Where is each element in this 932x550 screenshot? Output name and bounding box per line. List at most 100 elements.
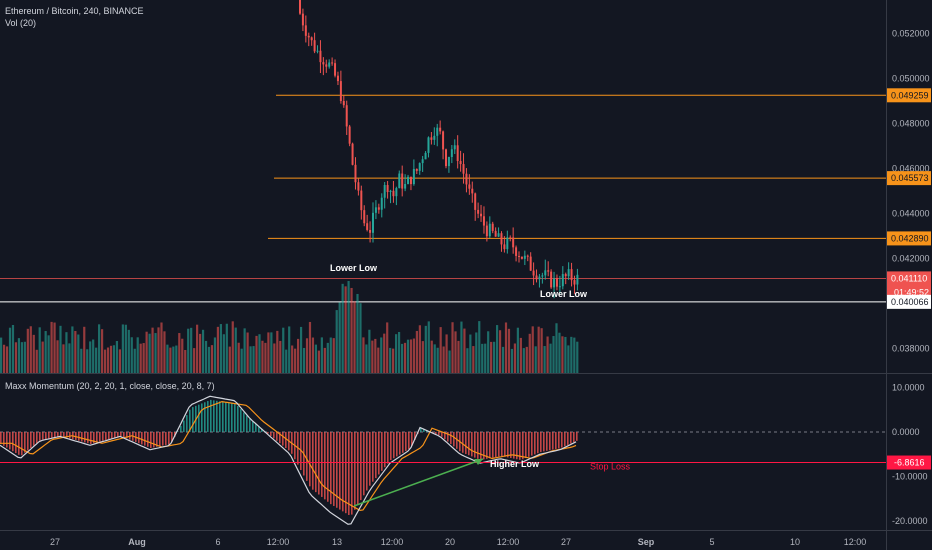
candle-body (439, 127, 442, 132)
volume-bar (86, 349, 89, 373)
volume-bar (163, 331, 166, 373)
volume-bar (549, 343, 552, 373)
momentum-bar (243, 412, 245, 432)
volume-bar (383, 333, 386, 373)
momentum-bar (402, 431, 404, 453)
volume-bar (68, 343, 71, 373)
momentum-bar (546, 431, 548, 451)
time-tick-label: Sep (638, 537, 655, 547)
candle-body (550, 271, 553, 288)
momentum-bar (159, 431, 161, 447)
momentum-bar (93, 431, 95, 444)
volume-bar (400, 343, 404, 373)
candle-body (363, 210, 366, 224)
momentum-bar (153, 431, 155, 448)
volume-bar (273, 343, 276, 373)
candle-body (380, 197, 383, 210)
volume-bar (124, 324, 127, 373)
momentum-bar (384, 431, 386, 468)
momentum-bar (117, 431, 119, 437)
volume-bar (178, 333, 181, 373)
volume-bar (222, 334, 225, 373)
volume-bar (29, 326, 32, 373)
momentum-bar (114, 431, 116, 438)
volume-bar (427, 321, 430, 373)
momentum-bar (414, 431, 416, 440)
momentum-bar (54, 431, 56, 438)
volume-bar (371, 340, 374, 373)
volume-bar (252, 346, 255, 373)
volume-bar (412, 338, 416, 373)
momentum-bar (186, 415, 188, 432)
momentum-bar (405, 431, 407, 451)
candle-body (459, 161, 462, 165)
momentum-bar (90, 431, 92, 444)
momentum-bar (201, 403, 203, 432)
momentum-bar (198, 404, 200, 432)
candle-body (555, 278, 558, 287)
candle-body (480, 213, 483, 217)
volume-bar (41, 341, 44, 373)
momentum-bar (183, 420, 185, 432)
momentum-bar (138, 431, 140, 444)
indicator-label: Maxx Momentum (20, 2, 20, 1, close, clos… (5, 381, 215, 391)
volume-bar (160, 322, 163, 373)
volume-bar (513, 343, 517, 373)
momentum-bar (210, 399, 212, 432)
candle-body (369, 229, 372, 233)
candle-body (351, 143, 354, 165)
volume-bar (56, 340, 59, 373)
momentum-bar (525, 431, 527, 459)
candle-body (342, 100, 345, 106)
volume-bar (344, 286, 347, 373)
volume-bar (279, 340, 282, 373)
volume-bar (237, 342, 240, 373)
volume-bar (397, 331, 401, 373)
momentum-bar (399, 431, 401, 455)
volume-bar (380, 337, 383, 373)
volume-bar (145, 331, 148, 373)
momentum-bar (0, 431, 2, 444)
momentum-bar (519, 431, 521, 460)
momentum-tick-label: 10.0000 (892, 382, 925, 392)
momentum-bar (555, 431, 557, 449)
candle-body (383, 185, 386, 198)
volume-bar (510, 348, 514, 373)
momentum-bar (207, 401, 209, 432)
momentum-bar (78, 431, 80, 441)
momentum-bar (480, 431, 482, 461)
momentum-bar (126, 431, 128, 439)
time-tick-label: 6 (215, 537, 220, 547)
candle-body (477, 209, 480, 214)
volume-bar (282, 327, 285, 373)
momentum-bar (213, 400, 215, 432)
volume-bar (430, 340, 433, 373)
momentum-bar (27, 431, 29, 451)
current-price-tag (887, 271, 931, 300)
price-tick-label: 0.044000 (892, 208, 930, 218)
volume-bar (478, 321, 481, 373)
candle-body (386, 185, 389, 193)
volume-bar (219, 324, 222, 373)
momentum-bar (192, 407, 194, 432)
momentum-bar (465, 431, 467, 455)
candle-body (433, 135, 436, 140)
momentum-bar (540, 431, 542, 452)
candle-body (301, 13, 304, 26)
momentum-bar (321, 431, 323, 497)
volume-bar (157, 327, 160, 373)
volume-bar (436, 347, 439, 373)
momentum-bar (285, 431, 287, 448)
volume-bar (270, 332, 273, 373)
volume-bar (169, 347, 172, 373)
volume-bar (136, 337, 139, 373)
candle-body (401, 173, 404, 189)
momentum-bar (120, 431, 122, 436)
momentum-bar (486, 431, 488, 459)
momentum-bar (246, 415, 248, 432)
momentum-bar (360, 431, 362, 501)
volume-bar (255, 335, 258, 373)
volume-bar (389, 347, 392, 373)
volume-bar (26, 328, 29, 373)
